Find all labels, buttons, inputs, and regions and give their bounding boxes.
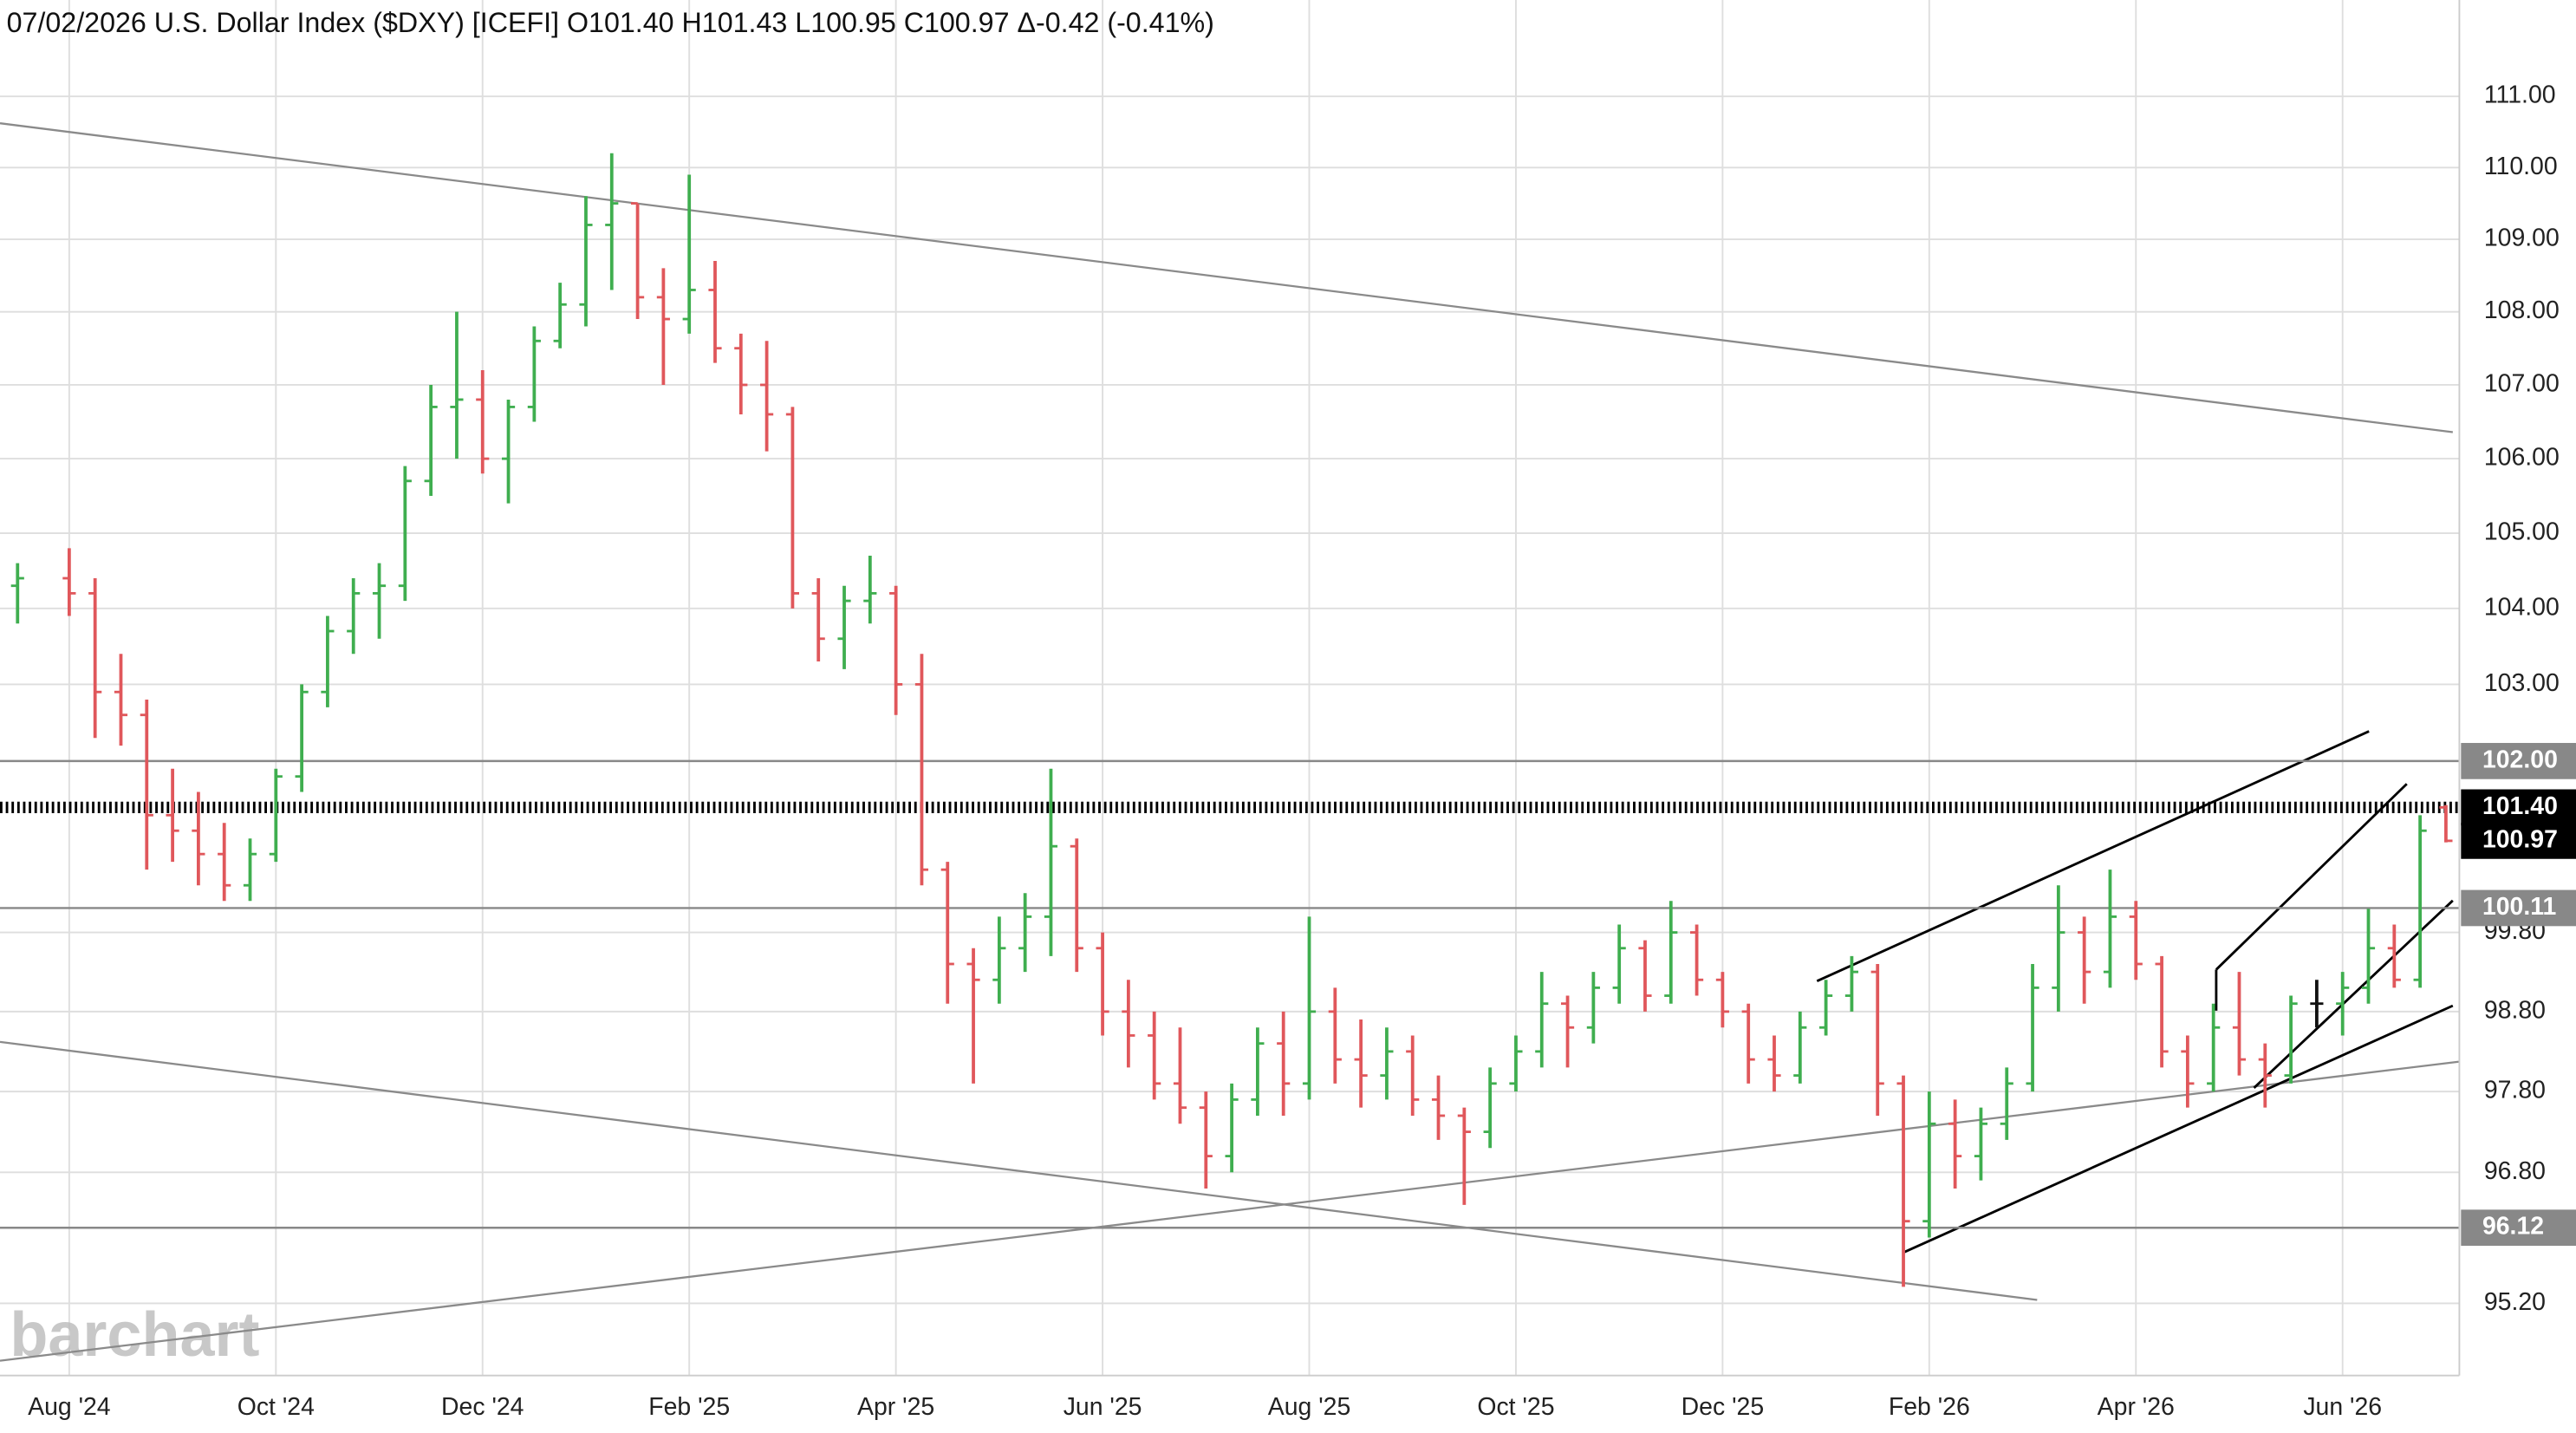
y-tick-label: 106.00	[2484, 444, 2560, 472]
x-tick-label: Feb '26	[1889, 1393, 1970, 1421]
y-tick-label: 111.00	[2484, 81, 2556, 109]
y-tick-label: 97.80	[2484, 1077, 2546, 1104]
y-tick-label: 110.00	[2484, 153, 2558, 180]
trend-line	[0, 1040, 2038, 1301]
chart-title: 07/02/2026 U.S. Dollar Index ($DXY) [ICE…	[7, 7, 1214, 38]
y-tick-label: 107.00	[2484, 369, 2560, 397]
level-label: 101.40	[2482, 792, 2558, 820]
level-label: 100.11	[2482, 893, 2557, 921]
y-tick-label: 108.00	[2484, 296, 2560, 324]
y-tick-label: 105.00	[2484, 518, 2560, 546]
grid	[0, 0, 2460, 1376]
level-label: 100.97	[2482, 825, 2558, 853]
channel-lines	[1816, 730, 2454, 1254]
x-tick-label: Aug '24	[28, 1393, 111, 1421]
level-box	[2461, 823, 2576, 859]
x-tick-label: Apr '26	[2098, 1393, 2175, 1421]
x-tick-label: Dec '25	[1682, 1393, 1764, 1421]
trend-line	[0, 1060, 2460, 1362]
trend-line	[2215, 783, 2408, 971]
y-tick-label: 109.00	[2484, 225, 2560, 252]
y-tick-label: 104.00	[2484, 593, 2560, 621]
level-label: 102.00	[2482, 746, 2558, 773]
trend-line	[1816, 730, 2370, 982]
x-tick-label: Jun '26	[2303, 1393, 2382, 1421]
x-tick-label: Oct '24	[237, 1393, 315, 1421]
trend-line	[0, 122, 2453, 433]
y-tick-label: 98.80	[2484, 996, 2546, 1024]
y-tick-label: 96.80	[2484, 1157, 2546, 1185]
levels	[0, 759, 2460, 1229]
level-box	[2461, 889, 2576, 927]
x-tick-label: Jun '25	[1064, 1393, 1142, 1421]
x-tick-label: Oct '25	[1477, 1393, 1554, 1421]
trend-lines	[0, 122, 2460, 1362]
level-box	[2461, 789, 2576, 826]
x-tick-label: Dec '24	[441, 1393, 524, 1421]
x-tick-label: Feb '25	[648, 1393, 730, 1421]
level-box	[2461, 743, 2576, 779]
watermark: barchart	[10, 1300, 259, 1370]
trend-line	[1903, 1004, 2454, 1254]
level-box	[2461, 1209, 2576, 1247]
y-tick-label: 95.20	[2484, 1288, 2546, 1316]
x-tick-label: Apr '25	[857, 1393, 934, 1421]
level-label: 96.12	[2482, 1213, 2544, 1241]
x-tick-label: Aug '25	[1268, 1393, 1351, 1421]
price-bars	[10, 153, 2453, 1287]
y-tick-label: 103.00	[2484, 669, 2560, 697]
